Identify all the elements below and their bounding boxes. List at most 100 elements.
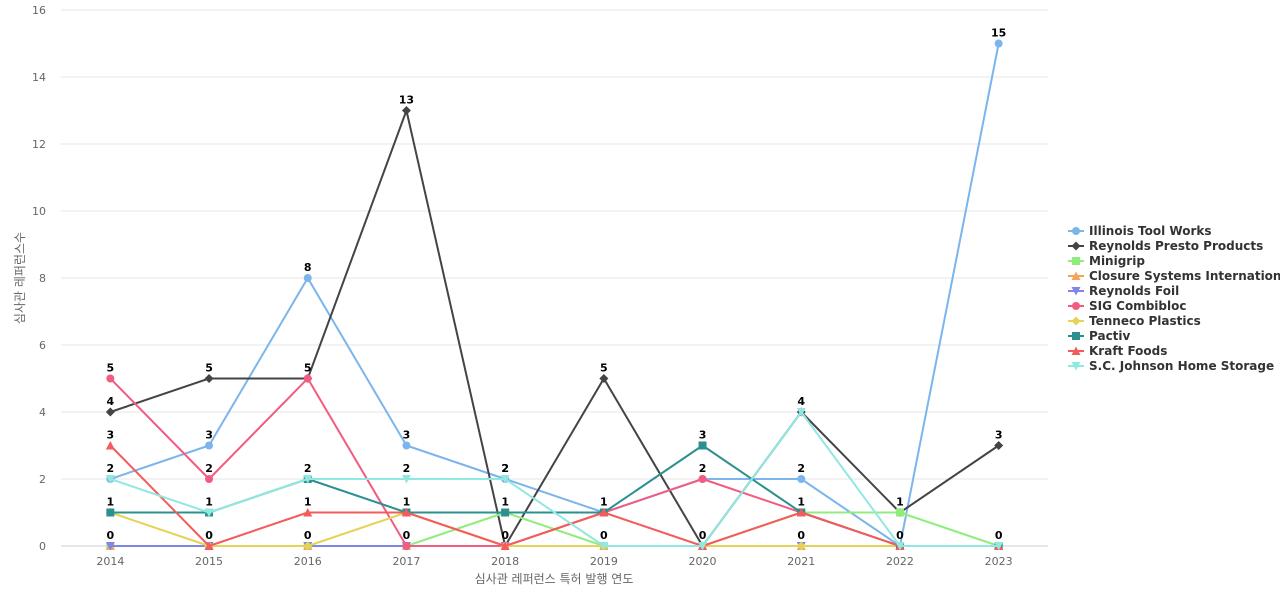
legend-item-tenneco-plastics[interactable]: Tenneco Plastics — [1068, 314, 1201, 328]
legend-item-reynolds-foil[interactable]: Reynolds Foil — [1068, 284, 1179, 298]
data-point — [994, 441, 1004, 450]
legend-item-pactiv[interactable]: Pactiv — [1068, 329, 1131, 343]
legend-item-sig-combibloc[interactable]: SIG Combibloc — [1068, 299, 1186, 313]
data-label: 3 — [995, 429, 1003, 442]
data-point — [105, 441, 115, 450]
y-axis: 0 2 4 6 8 10 12 14 16 — [32, 4, 46, 553]
series-reynolds-presto-products[interactable] — [105, 106, 1004, 551]
legend-item-illinois-tool-works[interactable]: Illinois Tool Works — [1068, 224, 1212, 238]
legend-marker — [1072, 302, 1080, 310]
series-line — [110, 511, 999, 547]
data-point — [698, 441, 707, 450]
data-point — [698, 475, 707, 483]
series-illinois-tool-works[interactable] — [106, 39, 1003, 551]
data-point — [698, 542, 708, 551]
x-tick-label: 2015 — [195, 555, 223, 568]
data-point — [796, 508, 806, 517]
data-point — [401, 475, 411, 484]
legend-marker — [1071, 362, 1081, 371]
data-point — [402, 441, 411, 450]
data-point — [105, 542, 115, 551]
data-label: 1 — [403, 496, 411, 509]
data-point — [500, 541, 510, 550]
data-label: 0 — [699, 529, 707, 542]
data-label: 2 — [699, 462, 707, 475]
legend-marker — [1071, 287, 1081, 296]
data-label: 1 — [304, 496, 312, 509]
data-point — [204, 508, 214, 517]
legend-label: S.C. Johnson Home Storage — [1089, 359, 1274, 373]
data-point — [401, 106, 411, 115]
legend-marker — [1071, 241, 1081, 251]
data-label: 1 — [501, 496, 509, 509]
data-label: 2 — [797, 462, 805, 475]
data-point — [303, 508, 313, 517]
data-point — [401, 508, 411, 517]
data-point — [994, 542, 1004, 551]
legend-marker — [1072, 332, 1080, 340]
legend-label: Minigrip — [1089, 254, 1145, 268]
data-point — [303, 475, 313, 484]
y-tick-label: 0 — [39, 540, 46, 553]
data-label: 13 — [399, 94, 414, 107]
data-label: 0 — [304, 529, 312, 542]
data-point — [501, 508, 510, 517]
data-point — [106, 374, 115, 383]
data-label: 0 — [896, 529, 904, 542]
data-point — [303, 541, 313, 551]
x-tick-label: 2019 — [590, 555, 618, 568]
x-tick-label: 2020 — [689, 555, 717, 568]
series-s-c-johnson-home-storage[interactable] — [105, 408, 1004, 551]
series-group — [105, 39, 1004, 551]
data-point — [205, 441, 214, 450]
data-label: 3 — [403, 429, 411, 442]
legend-item-reynolds-presto-products[interactable]: Reynolds Presto Products — [1068, 239, 1263, 253]
data-point — [303, 374, 312, 383]
x-tick-label: 2018 — [491, 555, 519, 568]
data-label: 1 — [205, 496, 213, 509]
data-label: 3 — [205, 429, 213, 442]
data-label: 0 — [501, 529, 509, 542]
legend-item-kraft-foods[interactable]: Kraft Foods — [1068, 344, 1167, 358]
legend-marker — [1072, 227, 1080, 235]
legend-label: Reynolds Foil — [1089, 284, 1179, 298]
y-tick-label: 2 — [39, 473, 46, 486]
data-label: 2 — [501, 462, 509, 475]
x-axis: 2014 2015 2016 2017 2018 2019 2020 2021 2022 2023 — [96, 555, 1012, 568]
data-label: 0 — [797, 529, 805, 542]
data-label: 2 — [501, 462, 509, 475]
legend-item-s-c-johnson-home-storage[interactable]: S.C. Johnson Home Storage — [1068, 359, 1274, 373]
legend-item-minigrip[interactable]: Minigrip — [1068, 254, 1145, 268]
data-label: 0 — [205, 529, 213, 542]
data-label: 0 — [600, 529, 608, 542]
legend-item-closure-systems-international[interactable]: Closure Systems International — [1068, 269, 1280, 283]
data-point — [796, 541, 806, 551]
legend-label: Kraft Foods — [1089, 344, 1167, 358]
data-label: 8 — [304, 261, 312, 274]
x-tick-label: 2021 — [787, 555, 815, 568]
data-point — [106, 508, 115, 517]
legend-marker — [1071, 316, 1081, 326]
data-label: 1 — [600, 496, 608, 509]
data-label: 1 — [107, 496, 115, 509]
data-label: 5 — [107, 362, 115, 375]
data-point — [895, 542, 905, 551]
legend-label: Closure Systems International — [1089, 269, 1280, 283]
y-tick-label: 14 — [32, 71, 46, 84]
data-point — [895, 508, 904, 517]
x-axis-title: 심사관 레퍼런스 특허 발행 연도 — [475, 571, 634, 586]
data-label: 5 — [304, 362, 312, 375]
legend-marker — [1071, 271, 1081, 280]
data-label: 2 — [304, 462, 312, 475]
data-label: 2 — [107, 462, 115, 475]
legend-label: Tenneco Plastics — [1089, 314, 1201, 328]
x-tick-label: 2016 — [294, 555, 322, 568]
data-point — [797, 475, 806, 483]
y-tick-label: 16 — [32, 4, 46, 17]
x-tick-label: 2014 — [96, 555, 124, 568]
data-point — [599, 542, 609, 551]
